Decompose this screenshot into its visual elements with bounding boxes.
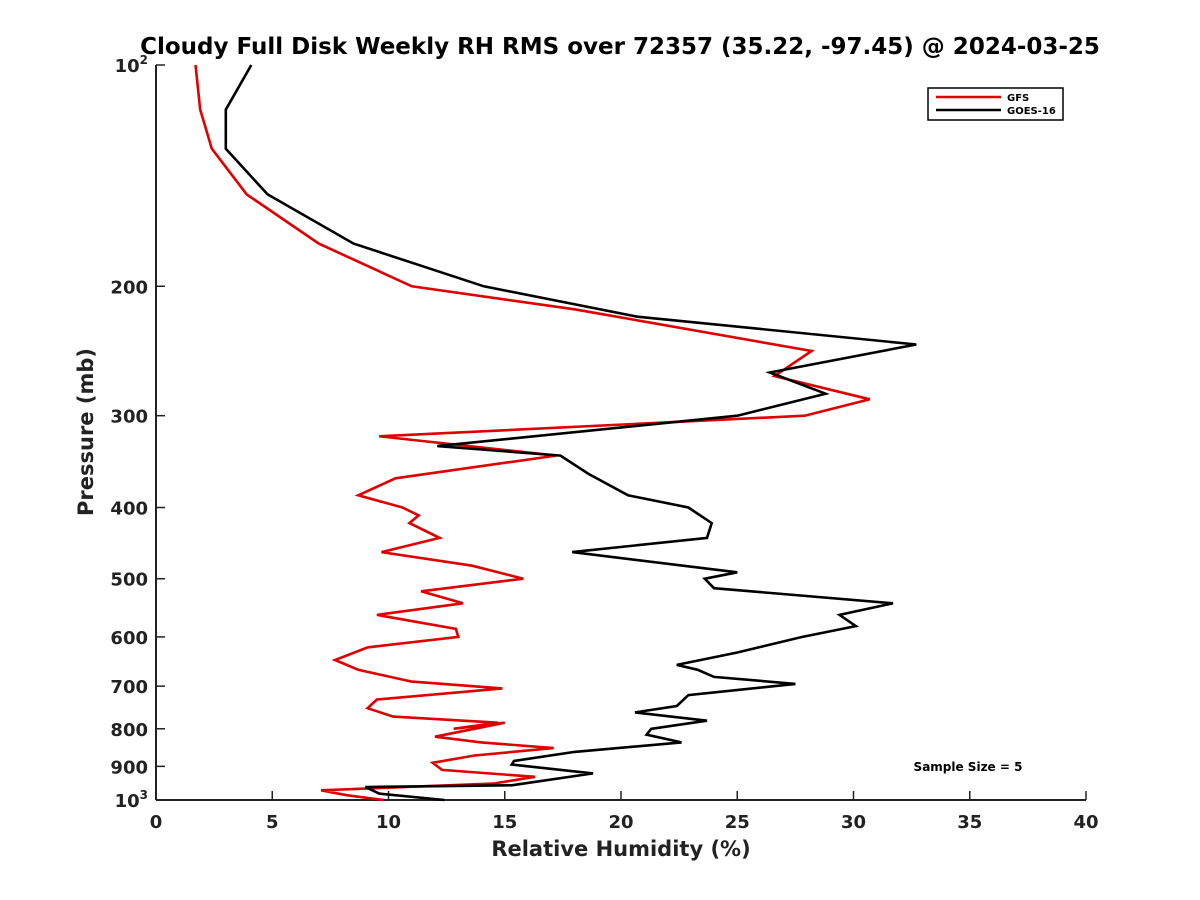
x-tick-label: 30 [841,812,866,833]
x-tick-label: 5 [266,812,279,833]
y-tick-label: 800 [110,720,148,741]
x-tick-label: 35 [957,812,982,833]
legend-box [927,87,1064,121]
sample-size-annotation: Sample Size = 5 [914,760,1023,774]
chart-title: Cloudy Full Disk Weekly RH RMS over 7235… [140,34,1100,60]
x-tick-label: 15 [492,812,517,833]
y-tick-label: 400 [110,499,148,520]
x-axis-label: Relative Humidity (%) [491,837,750,861]
y-tick-label: 500 [110,570,148,591]
legend: GFS GOES-16 [927,87,1064,121]
plot-area [156,65,1086,800]
x-ticks: 0 5 10 15 20 25 30 35 40 [150,791,1099,833]
y-ticks: 102 200 300 400 500 600 700 800 900 103 [110,53,165,812]
x-tick-label: 0 [150,812,163,833]
series-layer [194,64,917,802]
x-tick-label: 10 [376,812,401,833]
x-tick-label: 25 [725,812,750,833]
legend-label-gfs: GFS [1007,93,1029,104]
y-tick-label: 600 [110,628,148,649]
y-tick-label: 300 [110,407,148,428]
x-tick-label: 40 [1073,812,1098,833]
legend-label-goes16: GOES-16 [1007,106,1056,117]
y-tick-label: 102 [115,53,148,77]
y-tick-label: 900 [110,757,148,778]
y-axis-label: Pressure (mb) [74,348,98,516]
series-line-goes16 [224,64,917,802]
y-tick-label: 103 [115,788,148,812]
y-tick-label: 200 [110,277,148,298]
x-tick-label: 20 [608,812,633,833]
y-tick-label: 700 [110,677,148,698]
series-line-gfs [194,64,871,802]
